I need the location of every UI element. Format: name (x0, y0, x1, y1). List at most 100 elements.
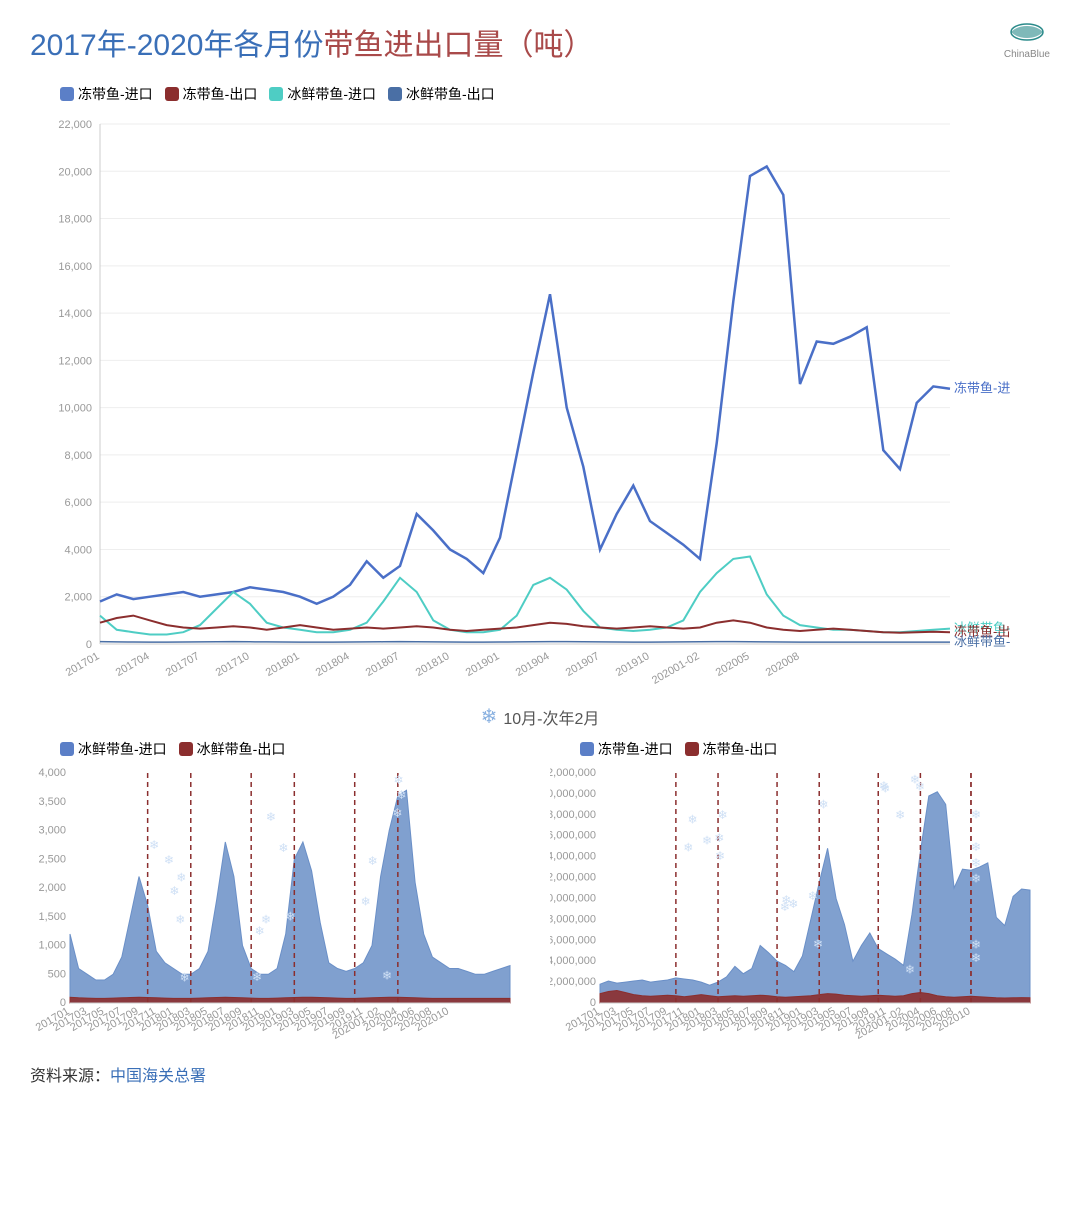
svg-text:2,500: 2,500 (38, 853, 66, 865)
svg-text:❄: ❄ (252, 970, 262, 984)
svg-text:❄: ❄ (382, 969, 392, 983)
legend-item: 冻带鱼-进口 (580, 739, 673, 759)
svg-text:2,000: 2,000 (64, 592, 92, 604)
svg-text:22,000: 22,000 (58, 119, 92, 131)
svg-text:12,000: 12,000 (58, 355, 92, 367)
svg-text:18,000,000: 18,000,000 (550, 809, 596, 821)
legend-swatch (269, 87, 283, 101)
svg-text:3,500: 3,500 (38, 796, 66, 808)
svg-text:22,000,000: 22,000,000 (550, 767, 596, 779)
main-chart: 02,0004,0006,0008,00010,00012,00014,0001… (30, 114, 1050, 694)
svg-text:10,000,000: 10,000,000 (550, 892, 596, 904)
source-line: 资料来源：中国海关总署 (30, 1062, 1050, 1086)
svg-text:❄: ❄ (808, 889, 818, 903)
svg-text:❄: ❄ (971, 856, 981, 870)
legend-item: 冻带鱼-出口 (685, 739, 778, 759)
svg-text:4,000: 4,000 (64, 544, 92, 556)
svg-text:❄: ❄ (879, 779, 889, 793)
svg-text:❄: ❄ (715, 849, 725, 863)
svg-text:❄: ❄ (393, 773, 403, 787)
svg-text:201904: 201904 (514, 650, 552, 679)
svg-text:❄: ❄ (971, 951, 981, 965)
svg-text:4,000,000: 4,000,000 (550, 955, 596, 967)
svg-text:201804: 201804 (314, 650, 352, 679)
sub-right-legend: 冻带鱼-进口冻带鱼-出口 (550, 739, 1050, 759)
legend-item: 冰鲜带鱼-进口 (269, 84, 376, 104)
svg-text:4,000: 4,000 (38, 767, 66, 779)
legend-item: 冰鲜带鱼-出口 (388, 84, 495, 104)
season-text: 10月-次年2月 (503, 705, 599, 729)
sub-chart-left: 冰鲜带鱼-进口冰鲜带鱼-出口 05001,0001,5002,0002,5003… (30, 739, 530, 1048)
svg-text:201710: 201710 (214, 650, 252, 679)
source-label: 资料来源： (30, 1068, 110, 1085)
svg-text:❄: ❄ (266, 810, 276, 824)
legend-label: 冻带鱼-进口 (78, 84, 153, 104)
svg-text:14,000,000: 14,000,000 (550, 851, 596, 863)
svg-text:❄: ❄ (895, 808, 905, 822)
svg-text:1,000: 1,000 (38, 940, 66, 952)
svg-text:201810: 201810 (414, 650, 452, 679)
title-highlight: 带鱼进出口量（吨） (323, 29, 593, 62)
legend-swatch (685, 742, 699, 756)
svg-text:202008: 202008 (764, 650, 802, 679)
logo-text: ChinaBlue (1004, 49, 1050, 60)
svg-text:❄: ❄ (149, 838, 159, 852)
legend-item: 冰鲜带鱼-出口 (179, 739, 286, 759)
logo: ChinaBlue (1004, 20, 1050, 60)
svg-text:❄: ❄ (819, 797, 829, 811)
page-title: 2017年-2020年各月份带鱼进出口量（吨） (30, 20, 593, 64)
svg-text:❄: ❄ (718, 808, 728, 822)
svg-text:❄: ❄ (971, 840, 981, 854)
sub-chart-right: 冻带鱼-进口冻带鱼-出口 02,000,0004,000,0006,000,00… (550, 739, 1050, 1048)
svg-text:201907: 201907 (564, 650, 602, 679)
svg-text:0: 0 (86, 639, 92, 651)
svg-text:202001-02: 202001-02 (650, 650, 702, 687)
svg-text:❄: ❄ (285, 909, 295, 923)
svg-text:201901: 201901 (464, 650, 502, 679)
season-note: ❄ 10月-次年2月 (30, 704, 1050, 729)
svg-text:❄: ❄ (971, 807, 981, 821)
svg-text:❄: ❄ (702, 834, 712, 848)
svg-text:16,000: 16,000 (58, 261, 92, 273)
legend-label: 冰鲜带鱼-出口 (197, 739, 286, 759)
svg-text:1,500: 1,500 (38, 911, 66, 923)
svg-text:8,000,000: 8,000,000 (550, 913, 596, 925)
main-legend: 冻带鱼-进口 冻带鱼-出口冰鲜带鱼-进口 冰鲜带鱼-出口 (30, 84, 1050, 104)
svg-text:20,000,000: 20,000,000 (550, 788, 596, 800)
fish-icon (1007, 20, 1047, 44)
svg-text:201910: 201910 (614, 650, 652, 679)
svg-text:冻带鱼-进口: 冻带鱼-进口 (954, 381, 1010, 396)
legend-swatch (60, 87, 74, 101)
svg-text:16,000,000: 16,000,000 (550, 830, 596, 842)
legend-swatch (165, 87, 179, 101)
svg-text:201701: 201701 (64, 650, 102, 679)
svg-text:202005: 202005 (714, 650, 752, 679)
svg-text:❄: ❄ (164, 853, 174, 867)
legend-item: 冰鲜带鱼-进口 (60, 739, 167, 759)
legend-swatch (388, 87, 402, 101)
svg-text:6,000: 6,000 (64, 497, 92, 509)
legend-swatch (60, 742, 74, 756)
header: 2017年-2020年各月份带鱼进出口量（吨） ChinaBlue (30, 20, 1050, 64)
sub-left-legend: 冰鲜带鱼-进口 冰鲜带鱼-出口 (30, 739, 530, 759)
legend-label: 冰鲜带鱼-出口 (406, 84, 495, 104)
svg-text:201801: 201801 (264, 650, 302, 679)
svg-text:18,000: 18,000 (58, 214, 92, 226)
title-prefix: 2017年-2020年各月份 (30, 29, 323, 62)
svg-text:12,000,000: 12,000,000 (550, 872, 596, 884)
svg-text:❄: ❄ (278, 841, 288, 855)
snowflake-icon: ❄ (481, 704, 498, 729)
svg-text:❄: ❄ (714, 831, 724, 845)
svg-text:10,000: 10,000 (58, 403, 92, 415)
svg-text:❄: ❄ (813, 937, 823, 951)
svg-text:20,000: 20,000 (58, 166, 92, 178)
svg-text:❄: ❄ (971, 937, 981, 951)
svg-text:❄: ❄ (368, 854, 378, 868)
subcharts-row: 冰鲜带鱼-进口冰鲜带鱼-出口 05001,0001,5002,0002,5003… (30, 739, 1050, 1048)
svg-text:❄: ❄ (781, 893, 791, 907)
svg-text:冰鲜带鱼-出口: 冰鲜带鱼-出口 (954, 634, 1010, 649)
legend-label: 冻带鱼-出口 (183, 84, 258, 104)
svg-text:❄: ❄ (687, 812, 697, 826)
svg-text:6,000,000: 6,000,000 (550, 934, 596, 946)
svg-text:201707: 201707 (164, 650, 202, 679)
